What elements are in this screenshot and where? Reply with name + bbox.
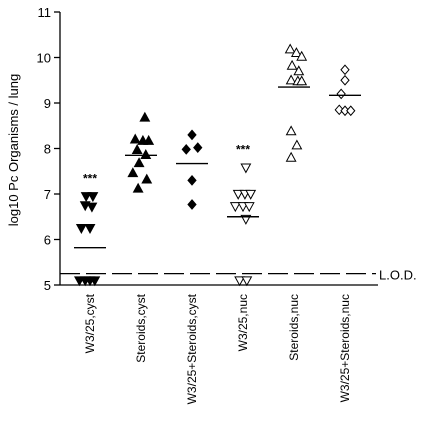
data-point <box>75 224 87 234</box>
data-point <box>285 74 297 85</box>
data-point <box>232 189 244 200</box>
data-point <box>187 174 197 186</box>
category-label: W3/25+Steroids,nuc <box>338 294 352 402</box>
category-label: Steroids,cyst <box>134 293 148 362</box>
y-tick-label: 5 <box>44 278 51 293</box>
data-point <box>187 199 197 210</box>
data-point <box>340 64 350 76</box>
y-tick-label: 10 <box>37 51 51 66</box>
data-point <box>143 134 155 145</box>
data-point <box>80 192 92 203</box>
data-point <box>89 276 101 287</box>
data-point <box>296 50 308 61</box>
annotations-group: *** *** <box>83 143 250 186</box>
data-point <box>131 144 143 154</box>
data-point <box>241 276 253 287</box>
y-tick-label: 11 <box>38 5 52 20</box>
y-tick-label: 9 <box>44 96 51 111</box>
significance-annotation: *** <box>236 143 250 157</box>
significance-annotation: *** <box>83 171 97 185</box>
data-point <box>129 133 141 144</box>
marks-group <box>73 43 356 287</box>
y-ticks-group: 5 6 7 8 9 10 11 <box>37 5 60 293</box>
data-point <box>285 125 297 136</box>
data-point <box>286 59 298 70</box>
data-point <box>141 173 153 184</box>
data-point <box>346 105 356 117</box>
data-point <box>240 214 252 225</box>
data-point <box>293 65 305 76</box>
data-point <box>133 157 145 168</box>
data-point <box>285 151 297 162</box>
data-point <box>86 202 98 213</box>
category-label: Steroids,nuc <box>287 294 301 361</box>
category-label: W3/25,cyst <box>83 293 97 353</box>
data-point <box>193 142 203 153</box>
y-tick-label: 6 <box>44 233 51 248</box>
data-point <box>181 144 191 155</box>
means-group <box>74 86 361 249</box>
data-point <box>140 149 152 159</box>
data-point <box>340 74 350 86</box>
category-label: W3/25+Steroids,cyst <box>185 293 199 404</box>
data-point <box>291 139 303 150</box>
axes-group <box>59 12 378 286</box>
data-point <box>87 192 99 203</box>
lod-group: L.O.D. <box>60 268 417 283</box>
data-point <box>284 43 296 54</box>
y-tick-label: 7 <box>44 187 51 202</box>
category-label: W3/25,nuc <box>236 294 250 351</box>
data-point <box>234 276 246 287</box>
data-point <box>290 47 302 58</box>
y-tick-label: 8 <box>44 142 51 157</box>
data-point <box>336 88 346 100</box>
data-point <box>334 104 344 116</box>
data-point <box>139 111 151 122</box>
data-point <box>229 202 241 213</box>
data-point <box>132 182 144 193</box>
data-point <box>127 167 139 178</box>
lod-label: L.O.D. <box>379 268 417 283</box>
data-point <box>245 189 257 200</box>
data-point <box>296 75 308 86</box>
data-point <box>84 224 96 234</box>
data-point <box>187 129 197 141</box>
data-point <box>240 163 252 174</box>
category-labels-group: W3/25,cyst Steroids,cyst W3/25+Steroids,cy… <box>83 293 352 404</box>
y-axis-label: log10 Pc Organisms / lung <box>6 74 21 226</box>
data-point <box>243 202 255 213</box>
